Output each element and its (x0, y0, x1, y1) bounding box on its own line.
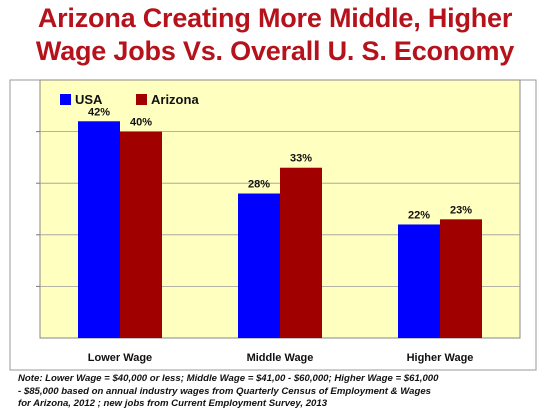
title-line-2: Wage Jobs Vs. Overall U. S. Economy (35, 36, 515, 66)
data-label: 22% (408, 209, 430, 221)
bar-arizona-1 (280, 167, 322, 338)
x-tick-label: Lower Wage (88, 352, 152, 364)
title-line-1: Arizona Creating More Middle, Higher (37, 3, 513, 33)
note-line-2: - $85,000 based on annual industry wages… (18, 385, 431, 397)
legend-swatch-usa (60, 94, 71, 105)
legend-label-usa: USA (75, 92, 103, 107)
bar-usa-1 (238, 193, 280, 338)
bar-arizona-0 (120, 131, 162, 338)
bar-arizona-2 (440, 219, 482, 338)
note-line-3: for Arizona, 2012 ; new jobs from Curren… (18, 398, 328, 409)
legend-swatch-arizona (136, 94, 147, 105)
data-label: 33% (290, 153, 312, 165)
note-line-1: Note: Lower Wage = $40,000 or less; Midd… (18, 373, 439, 384)
data-label: 23% (450, 204, 472, 216)
data-label: 42% (88, 106, 110, 118)
bar-usa-0 (78, 121, 120, 338)
source-note: Note: Lower Wage = $40,000 or less; Midd… (18, 373, 546, 411)
x-tick-label: Middle Wage (247, 352, 314, 364)
x-tick-label: Higher Wage (407, 352, 474, 364)
bar-usa-2 (398, 224, 440, 338)
legend-label-arizona: Arizona (151, 92, 199, 107)
data-label: 28% (248, 179, 270, 191)
data-label: 40% (130, 117, 152, 129)
chart-title: Arizona Creating More Middle, Higher Wag… (0, 2, 550, 68)
